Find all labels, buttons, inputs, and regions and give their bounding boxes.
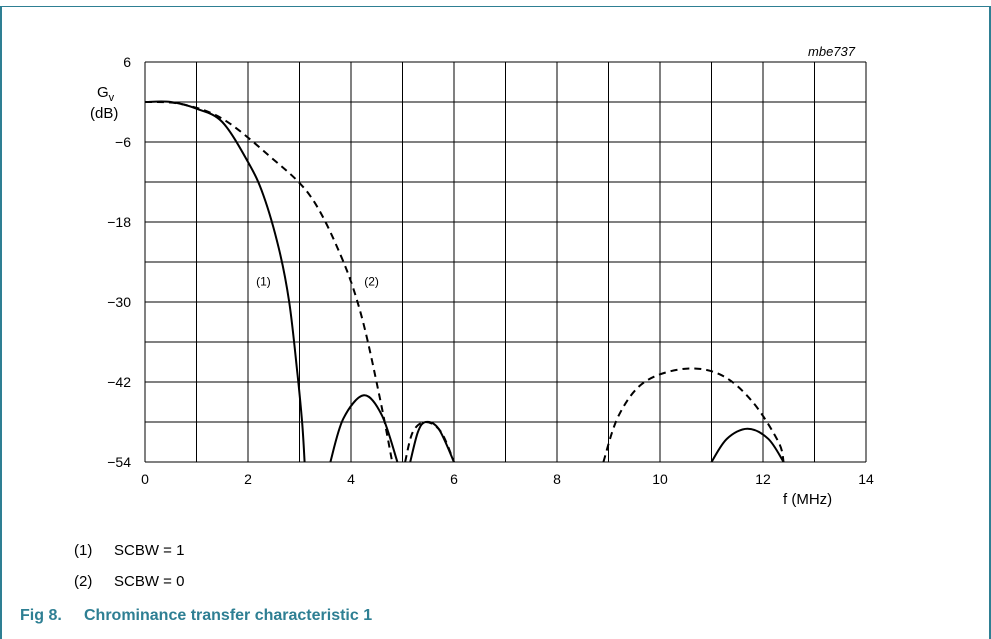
grid (144, 61, 867, 463)
frame-left-border (0, 6, 2, 639)
x-tick-label: 2 (244, 471, 252, 487)
figure-code: mbe737 (808, 44, 856, 59)
frame-top-border (0, 6, 991, 7)
y-tick-label: 6 (123, 54, 131, 70)
chart-labels: mbe737 Gv (dB) f (MHz) 6 −6 −18 −30 −42 −54 0 2… (90, 44, 874, 508)
y-tick-label: −42 (107, 374, 131, 390)
y-tick-label: −18 (107, 214, 131, 230)
y-tick-label: −30 (107, 294, 131, 310)
series-2-curve-segment (602, 367, 785, 463)
y-axis-label-sub: v (109, 92, 115, 104)
frame-right-border (989, 6, 991, 639)
legend-number: (1) (74, 542, 93, 559)
legend-item-1: (1) SCBW = 1 (74, 542, 184, 559)
x-tick-label: 12 (755, 471, 771, 487)
legend-text: SCBW = 1 (114, 542, 185, 559)
curves (144, 100, 785, 463)
series-2-curve-segment (404, 421, 455, 463)
curve-annotation: (1) (256, 274, 271, 288)
series-1-curve-segment (329, 394, 399, 463)
y-axis-unit: (dB) (90, 105, 118, 122)
x-tick-label: 4 (347, 471, 355, 487)
y-axis-label: Gv (97, 84, 115, 104)
series-2-curve-segment (144, 101, 394, 463)
figure-caption: Fig 8. Chrominance transfer characteristi… (20, 607, 372, 625)
x-axis-label: f (MHz) (783, 491, 832, 508)
x-tick-label: 10 (652, 471, 668, 487)
series-1-curve-segment (710, 427, 785, 463)
curve-annotation: (2) (364, 274, 379, 288)
chrominance-chart: mbe737 Gv (dB) f (MHz) 6 −6 −18 −30 −42 −54 0 2… (90, 44, 874, 508)
y-tick-label: −6 (115, 134, 131, 150)
legend-text: SCBW = 0 (114, 573, 185, 590)
figure-number: Fig 8. (20, 607, 62, 624)
series-1-curve-segment (144, 100, 306, 463)
legend-number: (2) (74, 573, 93, 590)
x-tick-label: 8 (553, 471, 561, 487)
y-axis-label-main: G (97, 84, 109, 101)
x-tick-label: 14 (858, 471, 874, 487)
x-tick-label: 0 (141, 471, 149, 487)
y-tick-label: −54 (107, 454, 131, 470)
series-1-curve-segment (409, 420, 455, 463)
legend-item-2: (2) SCBW = 0 (74, 573, 184, 590)
figure-title: Chrominance transfer characteristic 1 (84, 607, 373, 624)
x-tick-label: 6 (450, 471, 458, 487)
